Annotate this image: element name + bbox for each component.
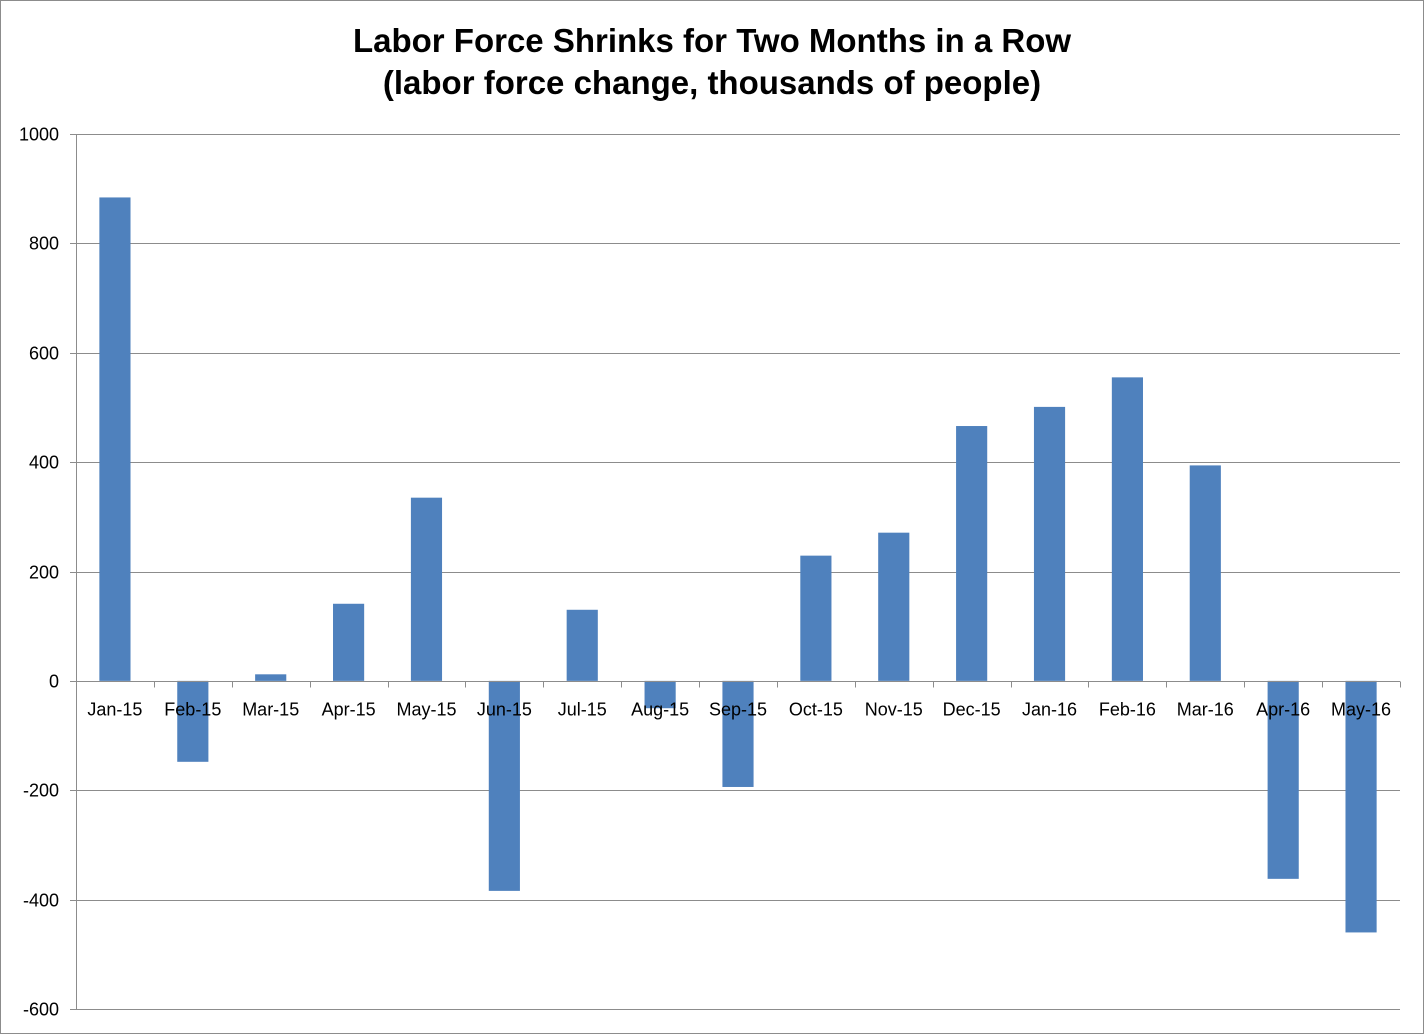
x-tick-label: Jul-15: [558, 700, 607, 720]
bar: [644, 680, 676, 709]
x-tick-label: Feb-16: [1099, 700, 1156, 720]
y-tick-label: 200: [29, 563, 59, 583]
x-tick-label: Sep-15: [709, 700, 767, 720]
y-tick-label: -200: [23, 781, 59, 801]
bar: [566, 609, 598, 681]
y-tick-label: 800: [29, 234, 59, 254]
x-tick-label: Oct-15: [789, 700, 843, 720]
chart-title-line-1: Labor Force Shrinks for Two Months in a …: [352, 22, 1072, 59]
bar: [333, 603, 365, 681]
x-tick-label: Nov-15: [865, 700, 923, 720]
x-tick-label: Jun-15: [477, 700, 532, 720]
gridlines: [76, 134, 1400, 1010]
bar: [177, 680, 209, 762]
chart-title-line-2: (labor force change, thousands of people…: [382, 64, 1042, 101]
bar: [1189, 465, 1221, 681]
x-tick-label: May-16: [1331, 700, 1391, 720]
bars: [99, 197, 1377, 933]
x-tick-label: Mar-15: [242, 700, 299, 720]
bar: [255, 674, 287, 681]
x-tick-label: May-15: [396, 700, 456, 720]
x-tick-label: Jan-16: [1022, 700, 1077, 720]
bar: [1267, 680, 1299, 879]
x-tick-label: Dec-15: [943, 700, 1001, 720]
axes: [70, 134, 1401, 1010]
x-tick-label: Apr-15: [322, 700, 376, 720]
y-tick-label: 400: [29, 453, 59, 473]
chart-title: Labor Force Shrinks for Two Months in a …: [0, 20, 1424, 104]
bar: [722, 680, 754, 787]
bar: [1345, 680, 1377, 933]
x-tick-label: Jan-15: [87, 700, 142, 720]
y-tick-label: 0: [49, 672, 59, 692]
y-tick-label: 600: [29, 344, 59, 364]
tick-labels: 1000 800 600 400 200 0 -200 -400 -600 Jan-15 Feb-1…: [19, 125, 1391, 1020]
bar: [878, 532, 910, 681]
x-tick-label: Apr-16: [1256, 700, 1310, 720]
x-tick-label: Feb-15: [164, 700, 221, 720]
bar: [1033, 406, 1066, 681]
bar: [1111, 377, 1143, 681]
y-tick-label: -400: [23, 891, 59, 911]
bar: [956, 426, 988, 681]
bar: [800, 555, 832, 681]
bar: [410, 497, 443, 681]
bar: [488, 680, 520, 891]
x-tick-label: Mar-16: [1177, 700, 1234, 720]
x-tick-label: Aug-15: [631, 700, 689, 720]
bar: [99, 197, 131, 681]
y-tick-label: 1000: [19, 125, 59, 145]
y-tick-label: -600: [23, 1000, 59, 1020]
